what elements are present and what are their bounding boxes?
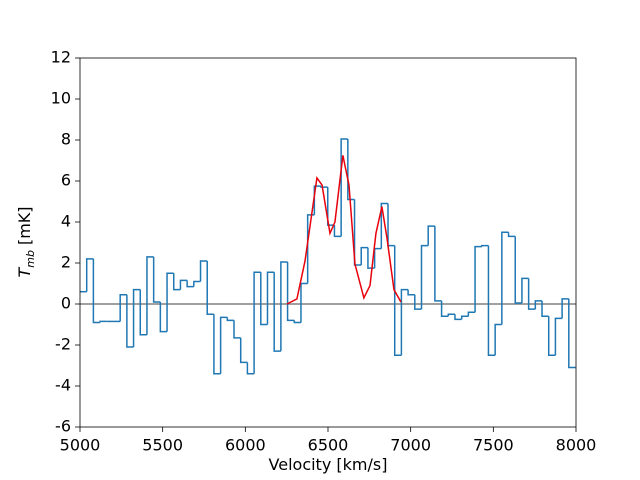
spectrum-step (253, 271, 261, 374)
spectrum-step (521, 277, 529, 303)
spectrum-step (568, 298, 576, 369)
spectrum-step (400, 288, 409, 356)
spectrum-step (420, 244, 429, 310)
spectrum-step (340, 138, 348, 237)
spectrum-step (99, 320, 107, 323)
spectrum-step (554, 317, 563, 356)
spectrum-step (193, 280, 201, 287)
y-tick-label: 10 (51, 89, 71, 108)
spectrum-step (219, 316, 228, 374)
y-tick-label: 2 (61, 253, 71, 272)
x-tick-label: 5500 (142, 436, 183, 455)
spectrum-step (527, 278, 536, 310)
spectrum-step (481, 244, 489, 247)
y-tick-label: -4 (55, 376, 71, 395)
spectrum-step (427, 225, 435, 246)
spectrum-step (347, 138, 355, 201)
spectrum-step (85, 258, 94, 292)
spectrum-step (206, 260, 214, 315)
x-tick-label: 6000 (225, 436, 266, 455)
spectrum-step (320, 186, 328, 188)
fit-line (286, 155, 402, 305)
x-tick-label: 7500 (473, 436, 514, 455)
spectrum-step (514, 236, 522, 304)
spectrum-step (260, 272, 268, 326)
spectrum-step (327, 187, 335, 226)
x-tick-label: 5000 (60, 436, 101, 455)
spectrum-step (233, 320, 241, 339)
spectrum-step (440, 300, 449, 318)
spectrum-step (213, 314, 221, 375)
spectrum-step (447, 313, 455, 317)
spectrum-step (407, 289, 415, 296)
spectrum-step (92, 258, 101, 324)
spectrum-step (494, 323, 502, 356)
spectrum-step (373, 247, 382, 269)
y-axis-label: Tmb [mK] (15, 206, 37, 277)
spectrum-step (266, 271, 275, 325)
spectrum-step (152, 256, 161, 303)
spectrum-step (226, 317, 235, 322)
y-tick-label: -6 (55, 417, 71, 436)
y-label-subscript: mb (24, 250, 37, 268)
spectrum-step (333, 225, 342, 238)
spectrum-step (561, 298, 569, 319)
y-label-symbol: T (15, 267, 34, 278)
y-tick-label: 6 (61, 171, 71, 190)
spectrum-step (166, 272, 174, 332)
spectrum-step (246, 362, 255, 375)
spectrum-step (393, 245, 402, 356)
y-tick-label: 4 (61, 212, 71, 231)
spectrum-step (313, 185, 322, 215)
spectrum-step (239, 337, 248, 364)
spectrum-step (159, 301, 168, 333)
spectrum-step (387, 203, 395, 247)
spectrum-step (534, 300, 543, 310)
y-tick-label: 0 (61, 294, 71, 313)
spectrum-step (172, 273, 181, 291)
spectrum-step (360, 246, 368, 266)
spectrum-step (280, 261, 288, 352)
spectrum-step (353, 199, 362, 266)
x-axis-label: Velocity [km/s] (269, 455, 388, 474)
spectrum-step (541, 300, 549, 318)
x-tick-label: 7000 (390, 436, 431, 455)
spectrum-step (300, 282, 308, 323)
spectrum-step (454, 314, 462, 321)
spectrum-step (146, 256, 154, 335)
y-tick-label: -2 (55, 335, 71, 354)
spectrum-step (467, 311, 476, 317)
spectrum-step (199, 260, 208, 282)
y-tick-label: 12 (51, 48, 71, 67)
spectrum-step (179, 279, 188, 290)
spectrum-step (501, 231, 509, 325)
spectrum-step (119, 294, 127, 322)
y-tick-label: 8 (61, 130, 71, 149)
spectrum-step (507, 232, 516, 238)
spectrum-step (434, 226, 442, 302)
spectrum-step (487, 245, 496, 356)
x-tick-label: 6500 (308, 436, 349, 455)
spectrum-step (380, 202, 389, 249)
spectrum-step (286, 261, 295, 322)
spectrum-step (139, 289, 147, 336)
spectrum-step (126, 294, 134, 348)
y-label-unit: [mK] (15, 206, 34, 245)
plot-frame (79, 57, 577, 428)
spectrum-step (460, 315, 469, 320)
spectrum-step (547, 316, 556, 356)
spectrum-step (306, 214, 315, 284)
spectrum-step (474, 245, 482, 313)
spectrum-step (414, 294, 422, 310)
spectrum-step (132, 288, 141, 348)
x-tick-label: 8000 (556, 436, 597, 455)
spectrum-step (186, 280, 194, 288)
spectrum-step (273, 272, 281, 352)
spectrum-step (293, 320, 301, 324)
